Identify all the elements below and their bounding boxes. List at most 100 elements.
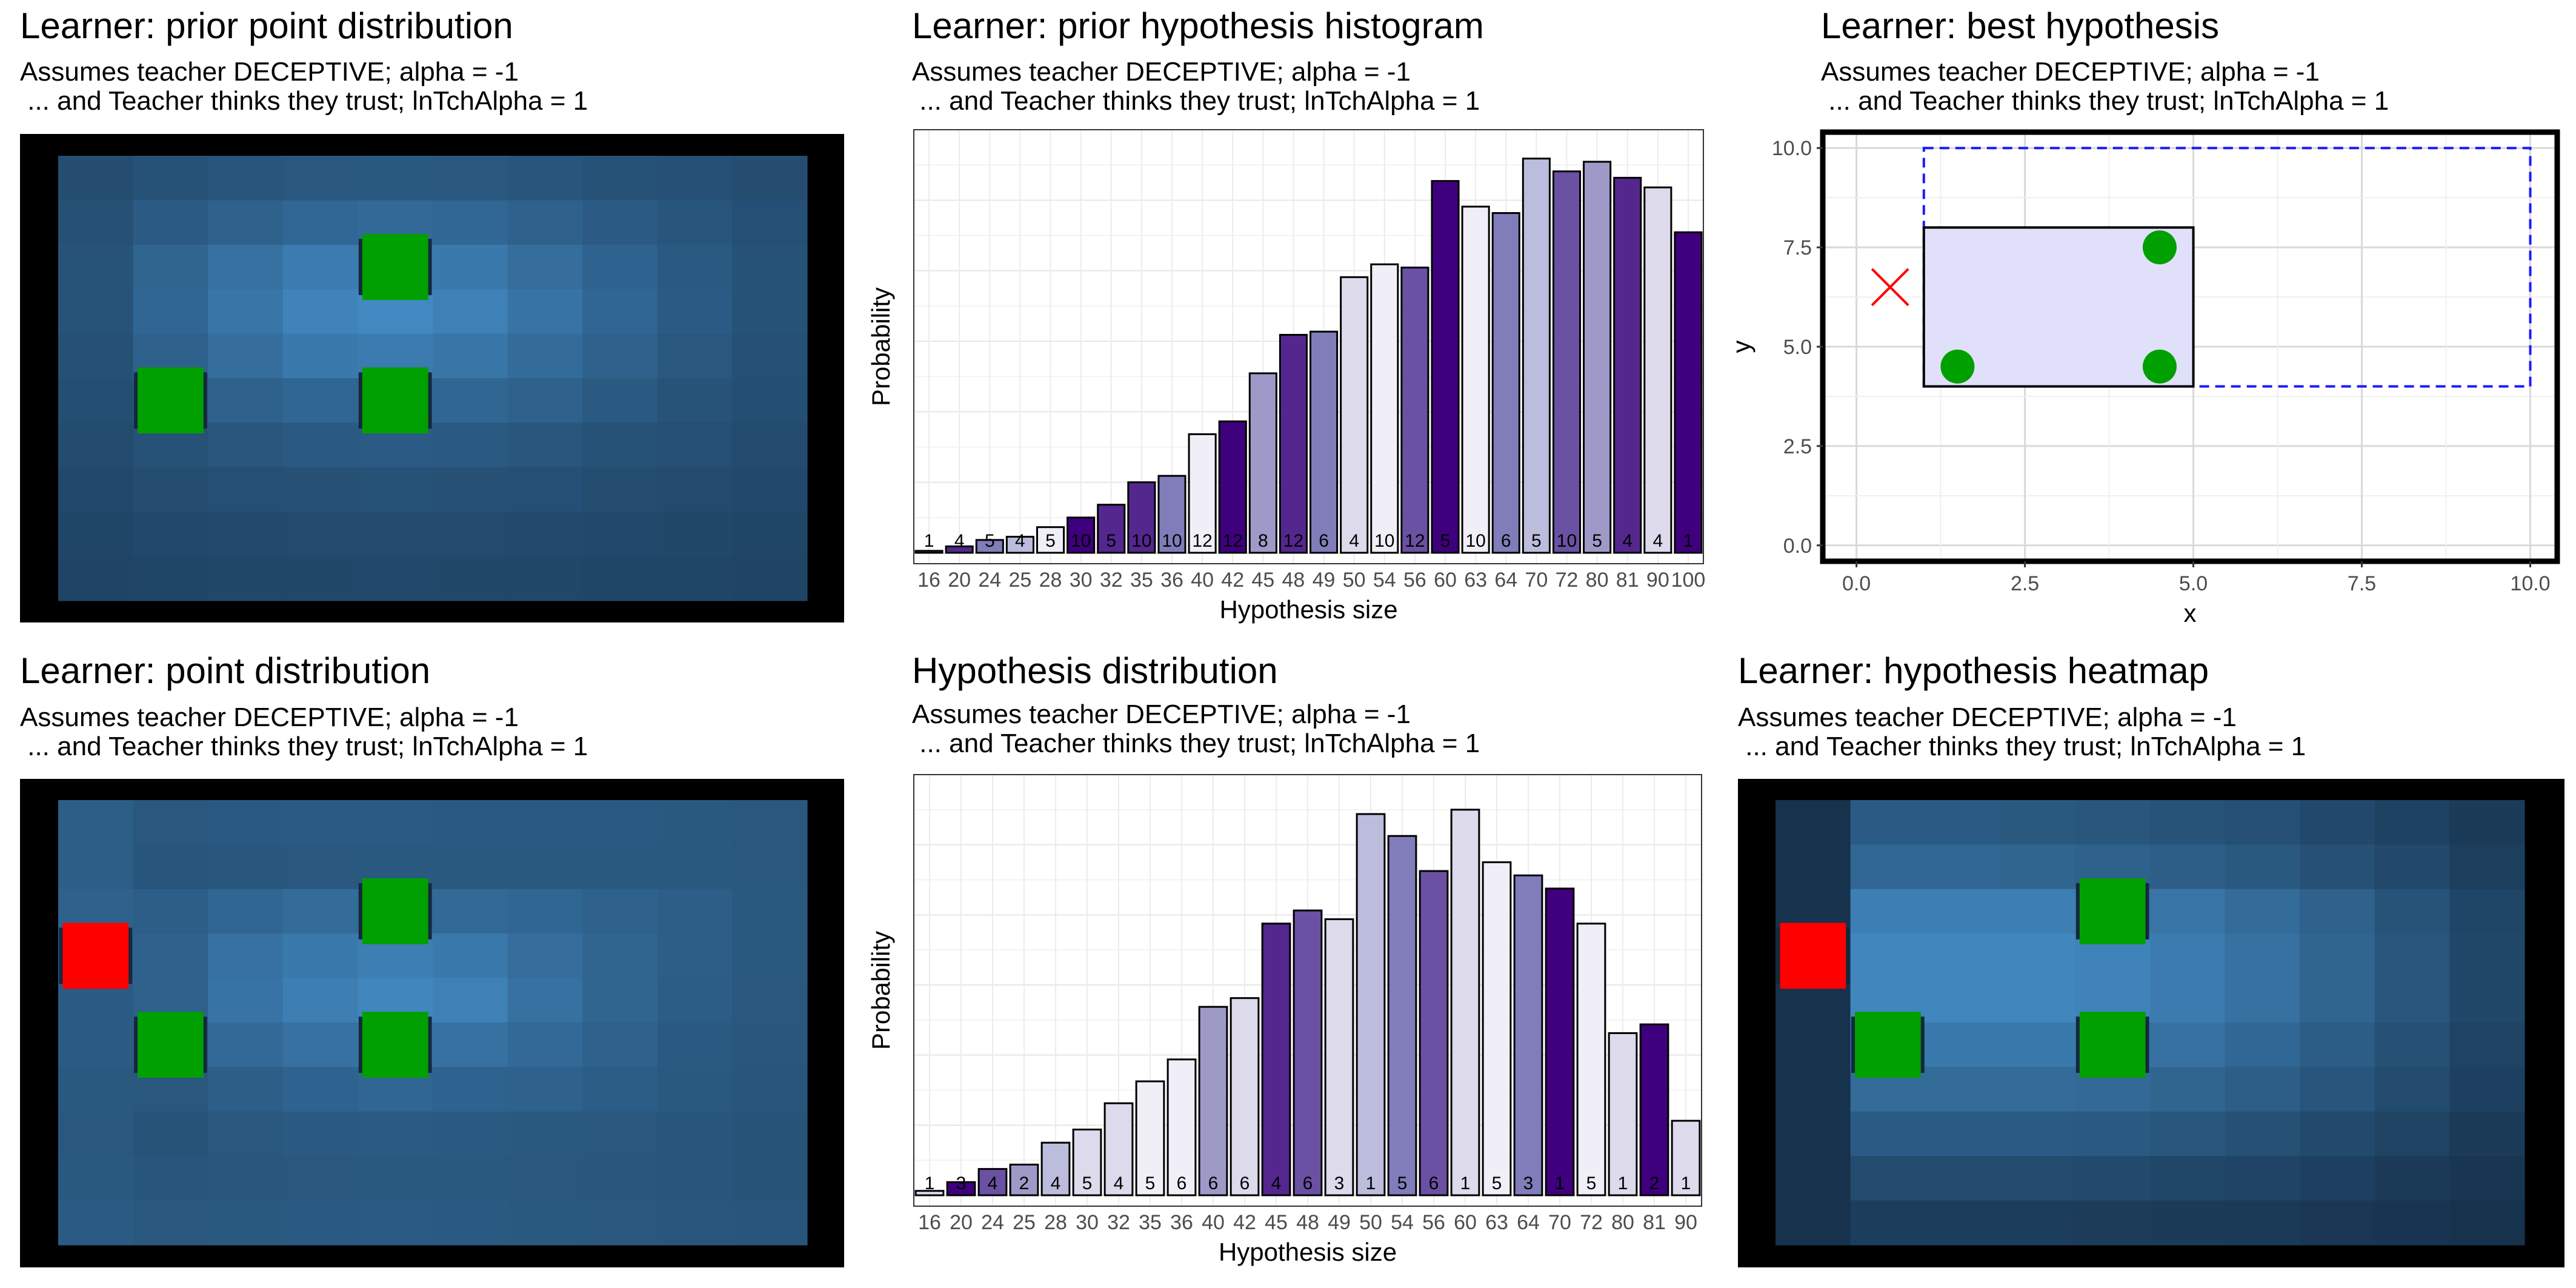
heat-cell <box>2300 844 2375 890</box>
subtitle-line-1: Assumes teacher DECEPTIVE; alpha = -1 <box>1821 57 2320 87</box>
heat-cell <box>657 1067 733 1112</box>
histogram-bar <box>1552 170 1582 554</box>
heat-cell <box>208 156 284 201</box>
heat-cell <box>433 333 508 379</box>
heat-cell <box>2225 889 2300 934</box>
positive-point <box>1855 1012 1921 1078</box>
heat-cell <box>507 378 583 423</box>
histogram-bar <box>1157 475 1186 554</box>
negative-point <box>62 923 129 989</box>
histogram-bar <box>1218 420 1247 554</box>
heat-cell <box>433 289 508 335</box>
panel-title: Learner: best hypothesis <box>1821 5 2220 46</box>
heat-cell <box>657 933 733 979</box>
x-tick-label: 40 <box>1202 1211 1225 1234</box>
histogram-bar <box>1036 526 1065 554</box>
histogram-bar <box>1387 835 1417 1196</box>
heat-cell <box>2374 1156 2450 1201</box>
heat-cell <box>358 800 433 845</box>
panel-subtitle: Assumes teacher DECEPTIVE; alpha = -1 ..… <box>1821 58 2389 116</box>
x-tick-label: 25 <box>1008 569 1031 592</box>
heat-cell <box>208 1111 284 1156</box>
heat-cell <box>2150 844 2226 890</box>
heat-cell <box>282 156 358 201</box>
heat-cell <box>208 889 284 934</box>
heat-cell <box>133 512 208 557</box>
x-tick-label: 63 <box>1485 1211 1508 1234</box>
histogram-bar <box>1674 231 1703 554</box>
heat-cell <box>58 512 134 557</box>
positive-point <box>362 1012 428 1078</box>
bar-count-label: 5 <box>1492 1173 1502 1193</box>
positive-point <box>362 234 428 300</box>
positive-point <box>2142 230 2177 265</box>
heat-cell <box>1776 844 1851 890</box>
heat-cell <box>58 844 134 890</box>
heat-cell <box>507 1067 583 1112</box>
y-tick-label: 5.0 <box>1783 336 1812 359</box>
x-tick-label: 16 <box>918 1211 941 1234</box>
heat-cell <box>582 244 658 290</box>
heat-cell <box>507 200 583 245</box>
heat-cell <box>2150 800 2226 845</box>
x-tick-label: 35 <box>1139 1211 1162 1234</box>
histogram-bar <box>1230 997 1260 1196</box>
heat-cell <box>282 800 358 845</box>
heat-cell <box>208 978 284 1023</box>
heat-cell <box>732 378 808 423</box>
histogram-bar <box>1127 481 1156 554</box>
histogram-bar <box>1639 1023 1669 1196</box>
positive-point <box>2079 878 2146 944</box>
x-tick-label: 20 <box>950 1211 973 1234</box>
heat-cell <box>282 978 358 1023</box>
heat-cell <box>2075 1200 2151 1246</box>
heat-cell <box>58 244 134 290</box>
heat-cell <box>208 378 284 423</box>
positive-point <box>138 367 204 434</box>
heat-cell <box>732 889 808 934</box>
heat-cell <box>582 889 658 934</box>
heat-cell <box>582 422 658 468</box>
heat-cell <box>2374 844 2450 890</box>
heat-cell <box>657 556 733 601</box>
y-axis-label: Probability <box>867 287 895 406</box>
bar-count-label: 4 <box>1349 531 1359 551</box>
heat-cell <box>58 800 134 845</box>
heat-cell <box>507 800 583 845</box>
heat-cell <box>732 978 808 1023</box>
heat-cell <box>507 556 583 601</box>
bar-count-label: 6 <box>1177 1173 1187 1193</box>
heat-cell <box>2374 1067 2450 1112</box>
heat-cell <box>657 244 733 290</box>
bar-count-label: 12 <box>1192 531 1212 551</box>
heat-cell <box>433 512 508 557</box>
x-tick-label: 25 <box>1013 1211 1036 1234</box>
heat-cell <box>732 1111 808 1156</box>
x-tick-label: 72 <box>1556 569 1579 592</box>
histogram-bar <box>1135 1080 1165 1196</box>
x-tick-label: 0.0 <box>1842 572 1871 595</box>
heat-cell <box>282 422 358 468</box>
bar-count-label: 4 <box>1114 1173 1124 1193</box>
heat-cell <box>133 467 208 512</box>
heat-cell <box>2225 844 2300 890</box>
heat-cell <box>732 422 808 468</box>
heat-cell <box>507 1200 583 1246</box>
heat-cell <box>2000 1156 2075 1201</box>
histogram-bar <box>914 550 944 554</box>
histogram-bar <box>1279 333 1308 554</box>
heat-cell <box>582 512 658 557</box>
bar-count-label: 1 <box>1683 531 1694 551</box>
x-tick-label: 16 <box>917 569 940 592</box>
x-tick-label: 30 <box>1070 569 1093 592</box>
x-tick-label: 32 <box>1100 569 1123 592</box>
x-tick-label: 28 <box>1039 569 1062 592</box>
bar-count-label: 4 <box>1051 1173 1061 1193</box>
heat-cell <box>433 1156 508 1201</box>
x-tick-label: 63 <box>1464 569 1487 592</box>
heat-cell <box>358 512 433 557</box>
heat-cell <box>657 378 733 423</box>
heat-cell <box>1925 844 2001 890</box>
heat-cell <box>582 378 658 423</box>
heat-cell <box>2000 933 2075 979</box>
